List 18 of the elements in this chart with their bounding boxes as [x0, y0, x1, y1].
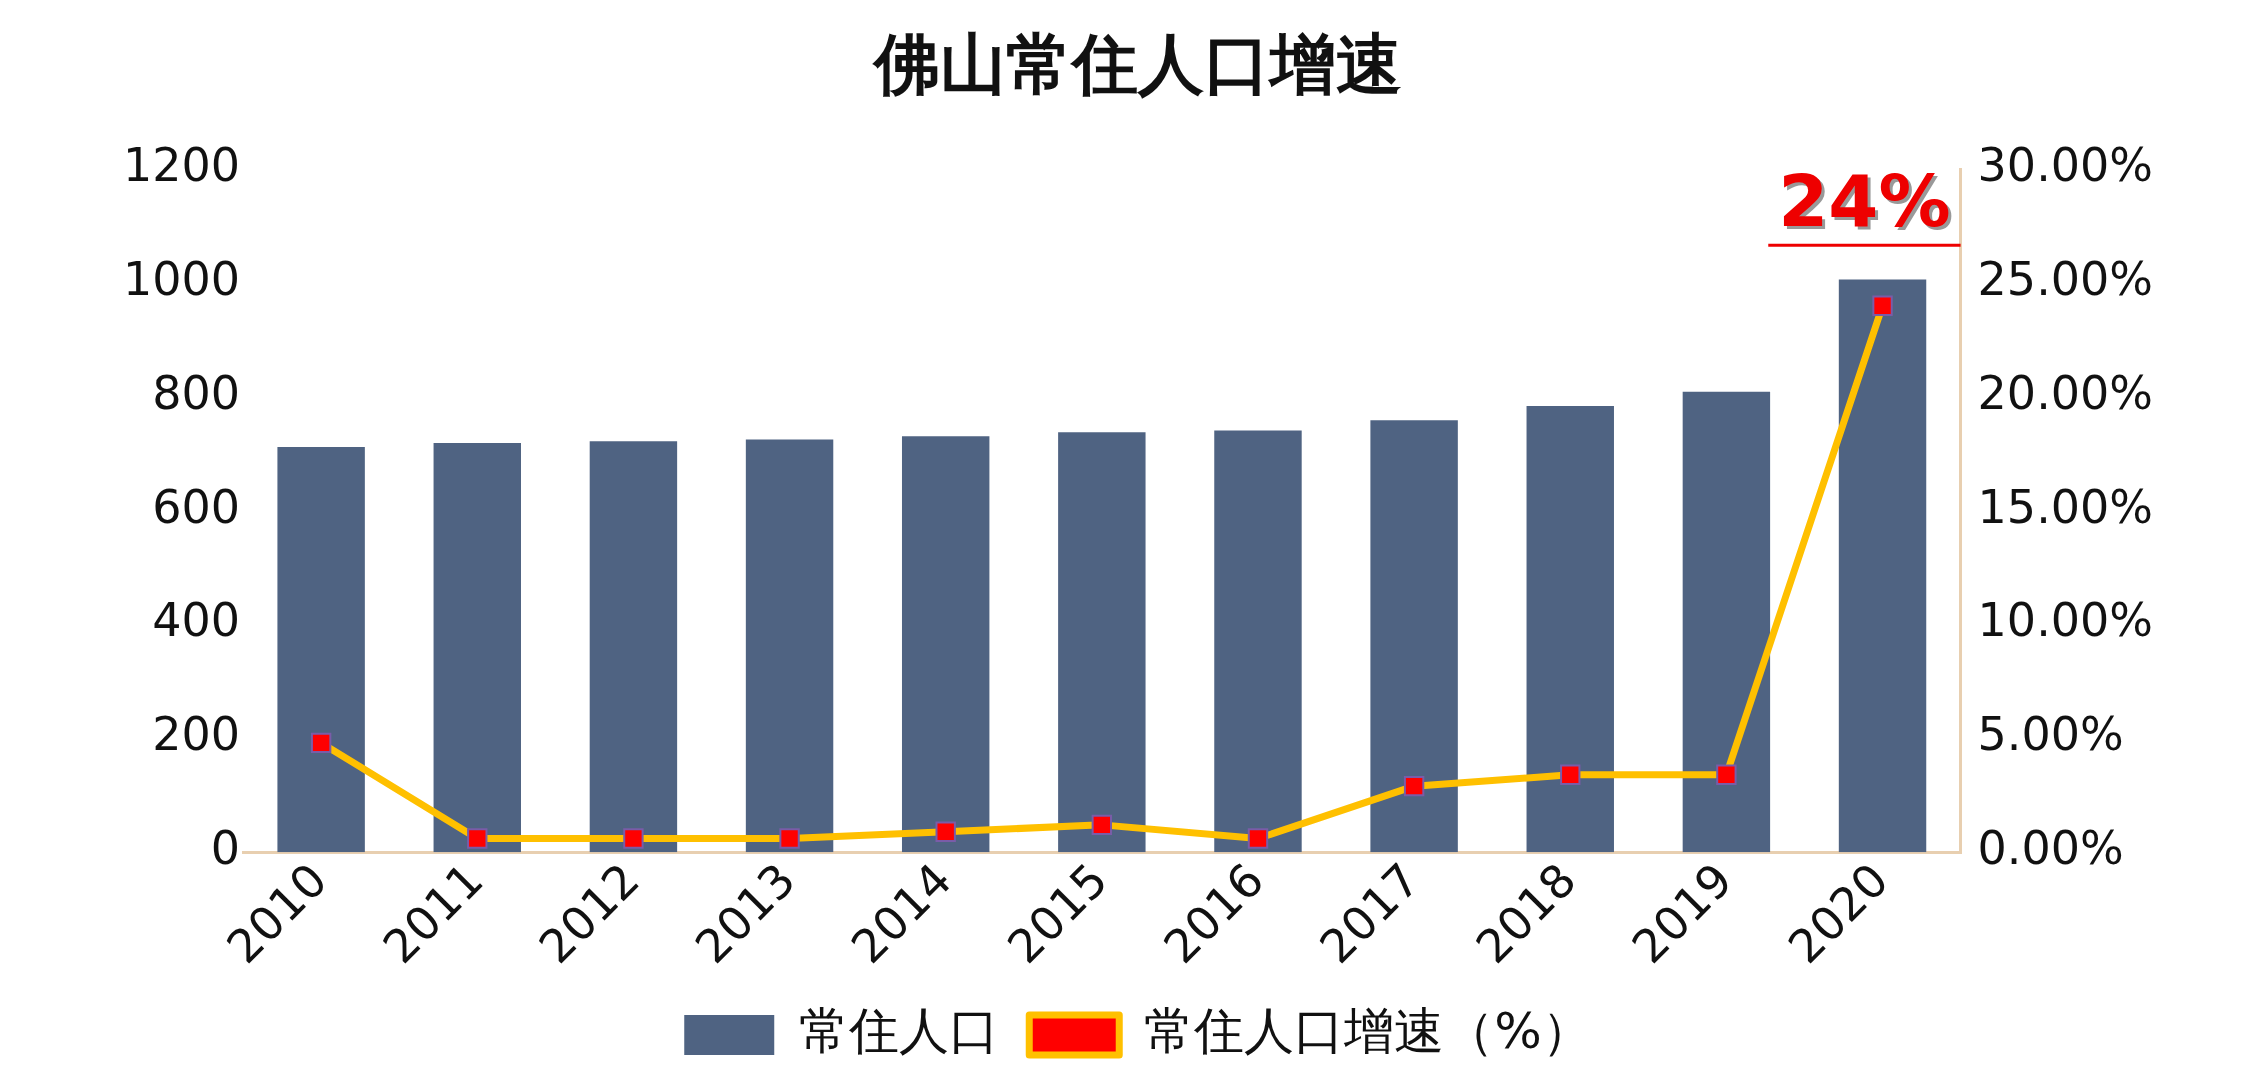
legend-label: 常住人口增速（%）: [1144, 1001, 1592, 1060]
y-tick-label: 400: [152, 593, 241, 648]
y2-tick-label: 25.00%: [1977, 251, 2154, 306]
y2-tick-label: 20.00%: [1977, 365, 2154, 420]
y-tick-label: 600: [152, 479, 241, 534]
chart-title: 佛山常住人口增速: [872, 25, 1402, 103]
y2-tick-label: 30.00%: [1977, 138, 2154, 193]
y2-tick-label: 10.00%: [1977, 593, 2154, 648]
y-tick-label: 200: [152, 707, 241, 762]
y2-tick-label: 15.00%: [1977, 479, 2154, 534]
y-tick-label: 1200: [122, 138, 241, 193]
y2-tick-label: 5.00%: [1977, 707, 2124, 762]
y-tick-label: 1000: [122, 251, 241, 306]
y2-tick-label: 0.00%: [1977, 821, 2124, 876]
legend-label: 常住人口: [799, 1001, 1000, 1060]
annotation: 24%: [1778, 158, 1951, 243]
y-tick-label: 0: [210, 821, 241, 876]
y-tick-label: 800: [152, 365, 241, 420]
